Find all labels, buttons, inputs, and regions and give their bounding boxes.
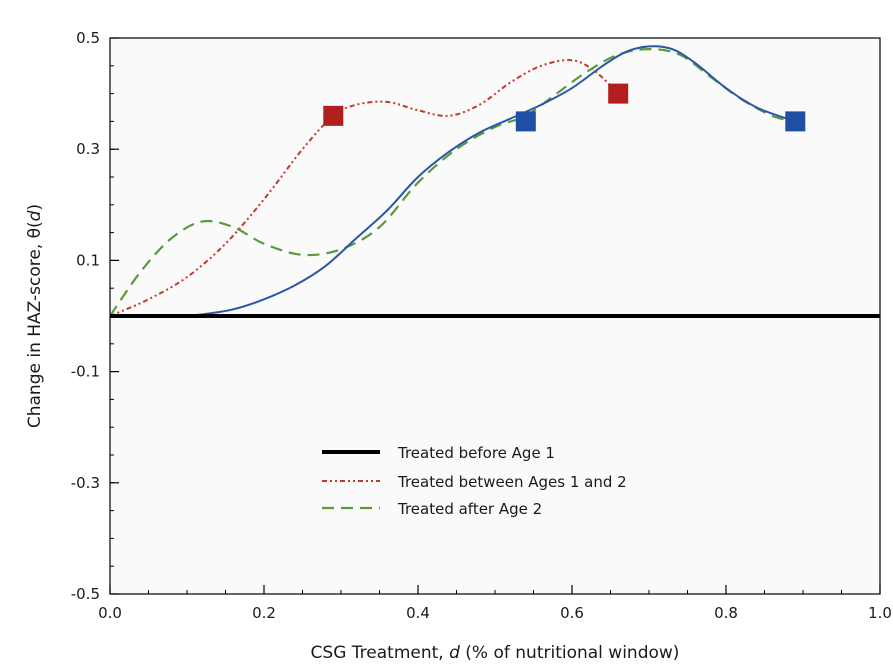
x-axis-title: CSG Treatment, d (% of nutritional windo… bbox=[311, 643, 680, 663]
square-marker-3 bbox=[785, 111, 806, 132]
legend-label-ages1-2: Treated between Ages 1 and 2 bbox=[397, 473, 627, 491]
y-tick-label: 0.5 bbox=[76, 29, 100, 47]
x-tick-label: 1.0 bbox=[868, 604, 892, 622]
square-marker-1 bbox=[608, 83, 629, 104]
square-marker-2 bbox=[515, 111, 536, 132]
x-tick-label: 0.0 bbox=[98, 604, 122, 622]
x-tick-label: 0.8 bbox=[714, 604, 738, 622]
y-tick-label: 0.3 bbox=[76, 140, 100, 158]
x-tick-label: 0.6 bbox=[560, 604, 584, 622]
y-tick-label: -0.1 bbox=[71, 363, 100, 381]
x-tick-label: 0.4 bbox=[406, 604, 430, 622]
marker-layer bbox=[323, 83, 806, 132]
legend-label-before-age1: Treated before Age 1 bbox=[397, 444, 555, 462]
y-axis-ticks: 0.5 0.3 0.1 -0.1 -0.3 -0.5 bbox=[71, 29, 119, 603]
series-line-1 bbox=[109, 59, 619, 317]
y-tick-label: -0.5 bbox=[71, 585, 100, 603]
y-axis-title: Change in HAZ-score, θ(d) bbox=[25, 204, 45, 428]
square-marker-0 bbox=[323, 105, 344, 126]
x-axis-ticks: 0.0 0.2 0.4 0.6 0.8 1.0 bbox=[98, 585, 892, 622]
legend-label-after-age2: Treated after Age 2 bbox=[397, 500, 542, 518]
legend: Treated before Age 1 Treated between Age… bbox=[322, 444, 627, 518]
x-tick-label: 0.2 bbox=[252, 604, 276, 622]
y-tick-label: 0.1 bbox=[76, 251, 100, 269]
series-layer bbox=[109, 45, 880, 318]
series-line-2 bbox=[109, 48, 796, 317]
series-line-3 bbox=[179, 45, 796, 317]
y-tick-label: -0.3 bbox=[71, 474, 100, 492]
